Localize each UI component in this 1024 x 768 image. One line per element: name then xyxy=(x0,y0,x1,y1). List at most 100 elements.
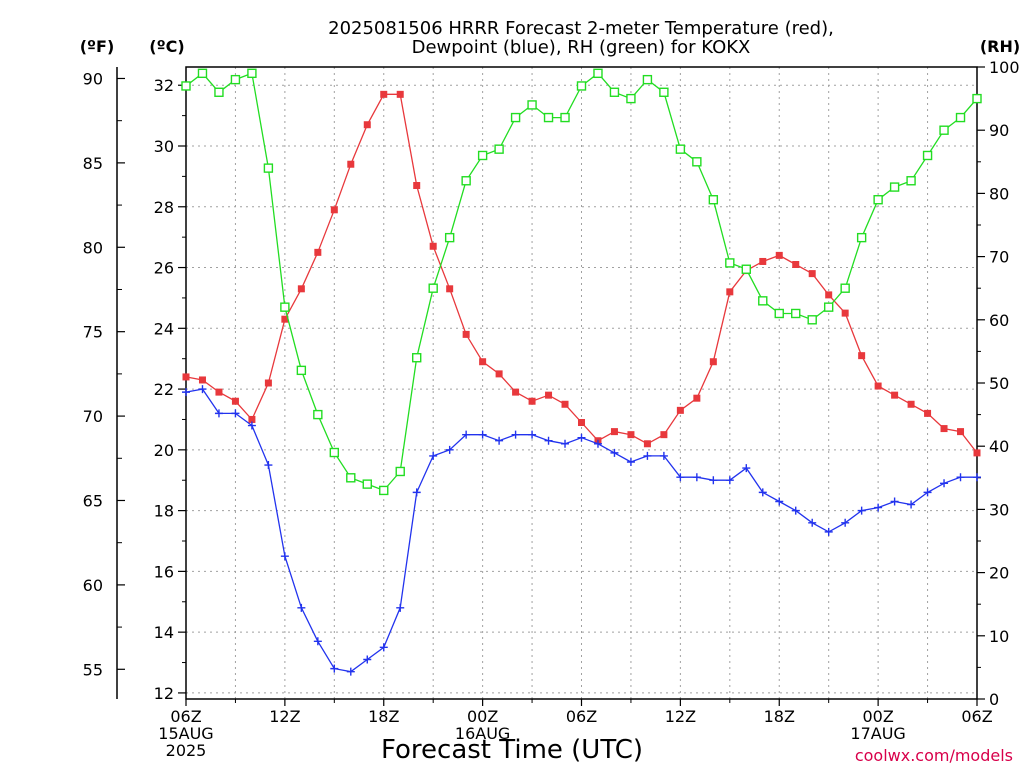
x-date-label: 17AUG xyxy=(850,724,905,743)
credit-label: coolwx.com/models xyxy=(855,746,1013,765)
rh-point xyxy=(972,93,982,104)
x-tick-label: 18Z xyxy=(368,707,399,726)
dewpoint-point xyxy=(264,461,273,470)
rh-point xyxy=(642,74,653,85)
celsius-tick-label: 32 xyxy=(154,76,174,95)
dewpoint-point xyxy=(956,473,965,482)
temperature-point xyxy=(808,270,816,278)
temperature-point xyxy=(627,431,635,439)
rh-point xyxy=(675,144,686,154)
temperature-point xyxy=(924,409,932,417)
rh-point xyxy=(791,308,801,319)
rh-point xyxy=(329,447,340,458)
rh-point xyxy=(708,195,719,205)
x-date-label: 15AUG xyxy=(158,724,213,743)
x-date-label: 2025 xyxy=(166,741,207,760)
axes xyxy=(116,66,985,706)
dewpoint-point xyxy=(841,518,850,527)
fahrenheit-tick-label: 55 xyxy=(83,660,103,679)
rh-point xyxy=(939,125,949,135)
fahrenheit-tick-label: 80 xyxy=(83,238,103,257)
rh-point xyxy=(247,68,257,79)
temperature-point xyxy=(347,160,355,168)
celsius-tick-label: 26 xyxy=(154,259,174,278)
rh-tick-label: 90 xyxy=(989,121,1009,140)
celsius-tick-label: 12 xyxy=(154,684,174,703)
rh-point xyxy=(346,473,356,483)
dewpoint-point xyxy=(808,518,817,527)
rh-tick-label: 100 xyxy=(989,58,1020,77)
temperature-point xyxy=(874,382,882,390)
rh-tick-label: 0 xyxy=(989,690,999,709)
chart-title-line: 2025081506 HRRR Forecast 2-meter Tempera… xyxy=(328,18,834,39)
rh-point xyxy=(560,112,570,123)
temperature-point xyxy=(957,428,965,436)
dewpoint-point xyxy=(478,430,487,439)
rh-point xyxy=(659,87,669,97)
x-tick-label: 06Z xyxy=(170,707,201,726)
dewpoint-point xyxy=(313,637,322,646)
fahrenheit-tick-label: 65 xyxy=(83,491,103,510)
temperature-point xyxy=(528,397,536,405)
rh-point xyxy=(626,93,636,104)
x-tick-label: 18Z xyxy=(764,707,795,726)
rh-point xyxy=(395,466,405,477)
temperature-point xyxy=(973,449,981,457)
rh-point xyxy=(758,296,768,306)
temperature-point xyxy=(792,261,800,268)
rh-point xyxy=(263,163,274,173)
temperature-point xyxy=(693,394,701,402)
dewpoint-point xyxy=(495,436,504,445)
temperature-point xyxy=(314,248,322,256)
rh-point xyxy=(379,485,389,496)
dewpoint-point xyxy=(511,430,520,439)
x-date-label: 16AUG xyxy=(455,724,510,743)
dewpoint-point xyxy=(182,388,190,397)
dewpoint-point xyxy=(379,643,388,652)
rh-tick-label: 20 xyxy=(989,564,1009,583)
dewpoint-point xyxy=(528,430,537,439)
dewpoint-point xyxy=(429,451,438,460)
temperature-point xyxy=(643,440,651,448)
rh-tick-label: 50 xyxy=(989,374,1009,393)
dewpoint-point xyxy=(709,476,718,485)
rh-point xyxy=(741,264,751,274)
x-tick-label: 12Z xyxy=(665,707,696,726)
dewpoint-point xyxy=(659,451,668,460)
dewpoint-point xyxy=(923,488,932,497)
dewpoint-point xyxy=(626,458,635,466)
rh-point xyxy=(296,365,307,376)
dewpoint-point xyxy=(231,409,240,418)
celsius-axis-label: (ºC) xyxy=(149,37,184,56)
dewpoint-point xyxy=(610,448,619,457)
dewpoint-point xyxy=(857,506,866,515)
rh-point xyxy=(527,100,537,110)
dewpoint-point xyxy=(363,655,372,664)
x-tick-label: 06Z xyxy=(961,707,992,726)
rh-point xyxy=(840,283,850,293)
temperature-point xyxy=(363,121,371,129)
rh-point xyxy=(873,195,883,205)
temperature-point xyxy=(479,358,487,366)
dewpoint-point xyxy=(214,409,223,418)
temperature-point xyxy=(940,425,948,433)
x-tick-label: 00Z xyxy=(467,707,498,726)
temperature-point xyxy=(248,415,256,423)
rh-point xyxy=(428,283,438,293)
plot-frame xyxy=(185,66,978,700)
rh-point xyxy=(922,150,933,161)
temperature-point xyxy=(841,309,849,317)
rh-point xyxy=(889,182,900,192)
temperature-point xyxy=(215,388,223,396)
temperature-point xyxy=(231,397,239,405)
rh-point xyxy=(494,144,504,154)
dewpoint-point xyxy=(412,488,421,497)
temperature-point xyxy=(281,315,289,323)
celsius-tick-label: 20 xyxy=(154,441,174,460)
celsius-tick-label: 22 xyxy=(154,380,174,399)
fahrenheit-tick-label: 60 xyxy=(83,576,103,595)
temperature-point xyxy=(380,90,388,98)
rh-tick-label: 40 xyxy=(989,437,1009,456)
dewpoint-point xyxy=(330,664,339,673)
rh-point xyxy=(576,81,587,91)
